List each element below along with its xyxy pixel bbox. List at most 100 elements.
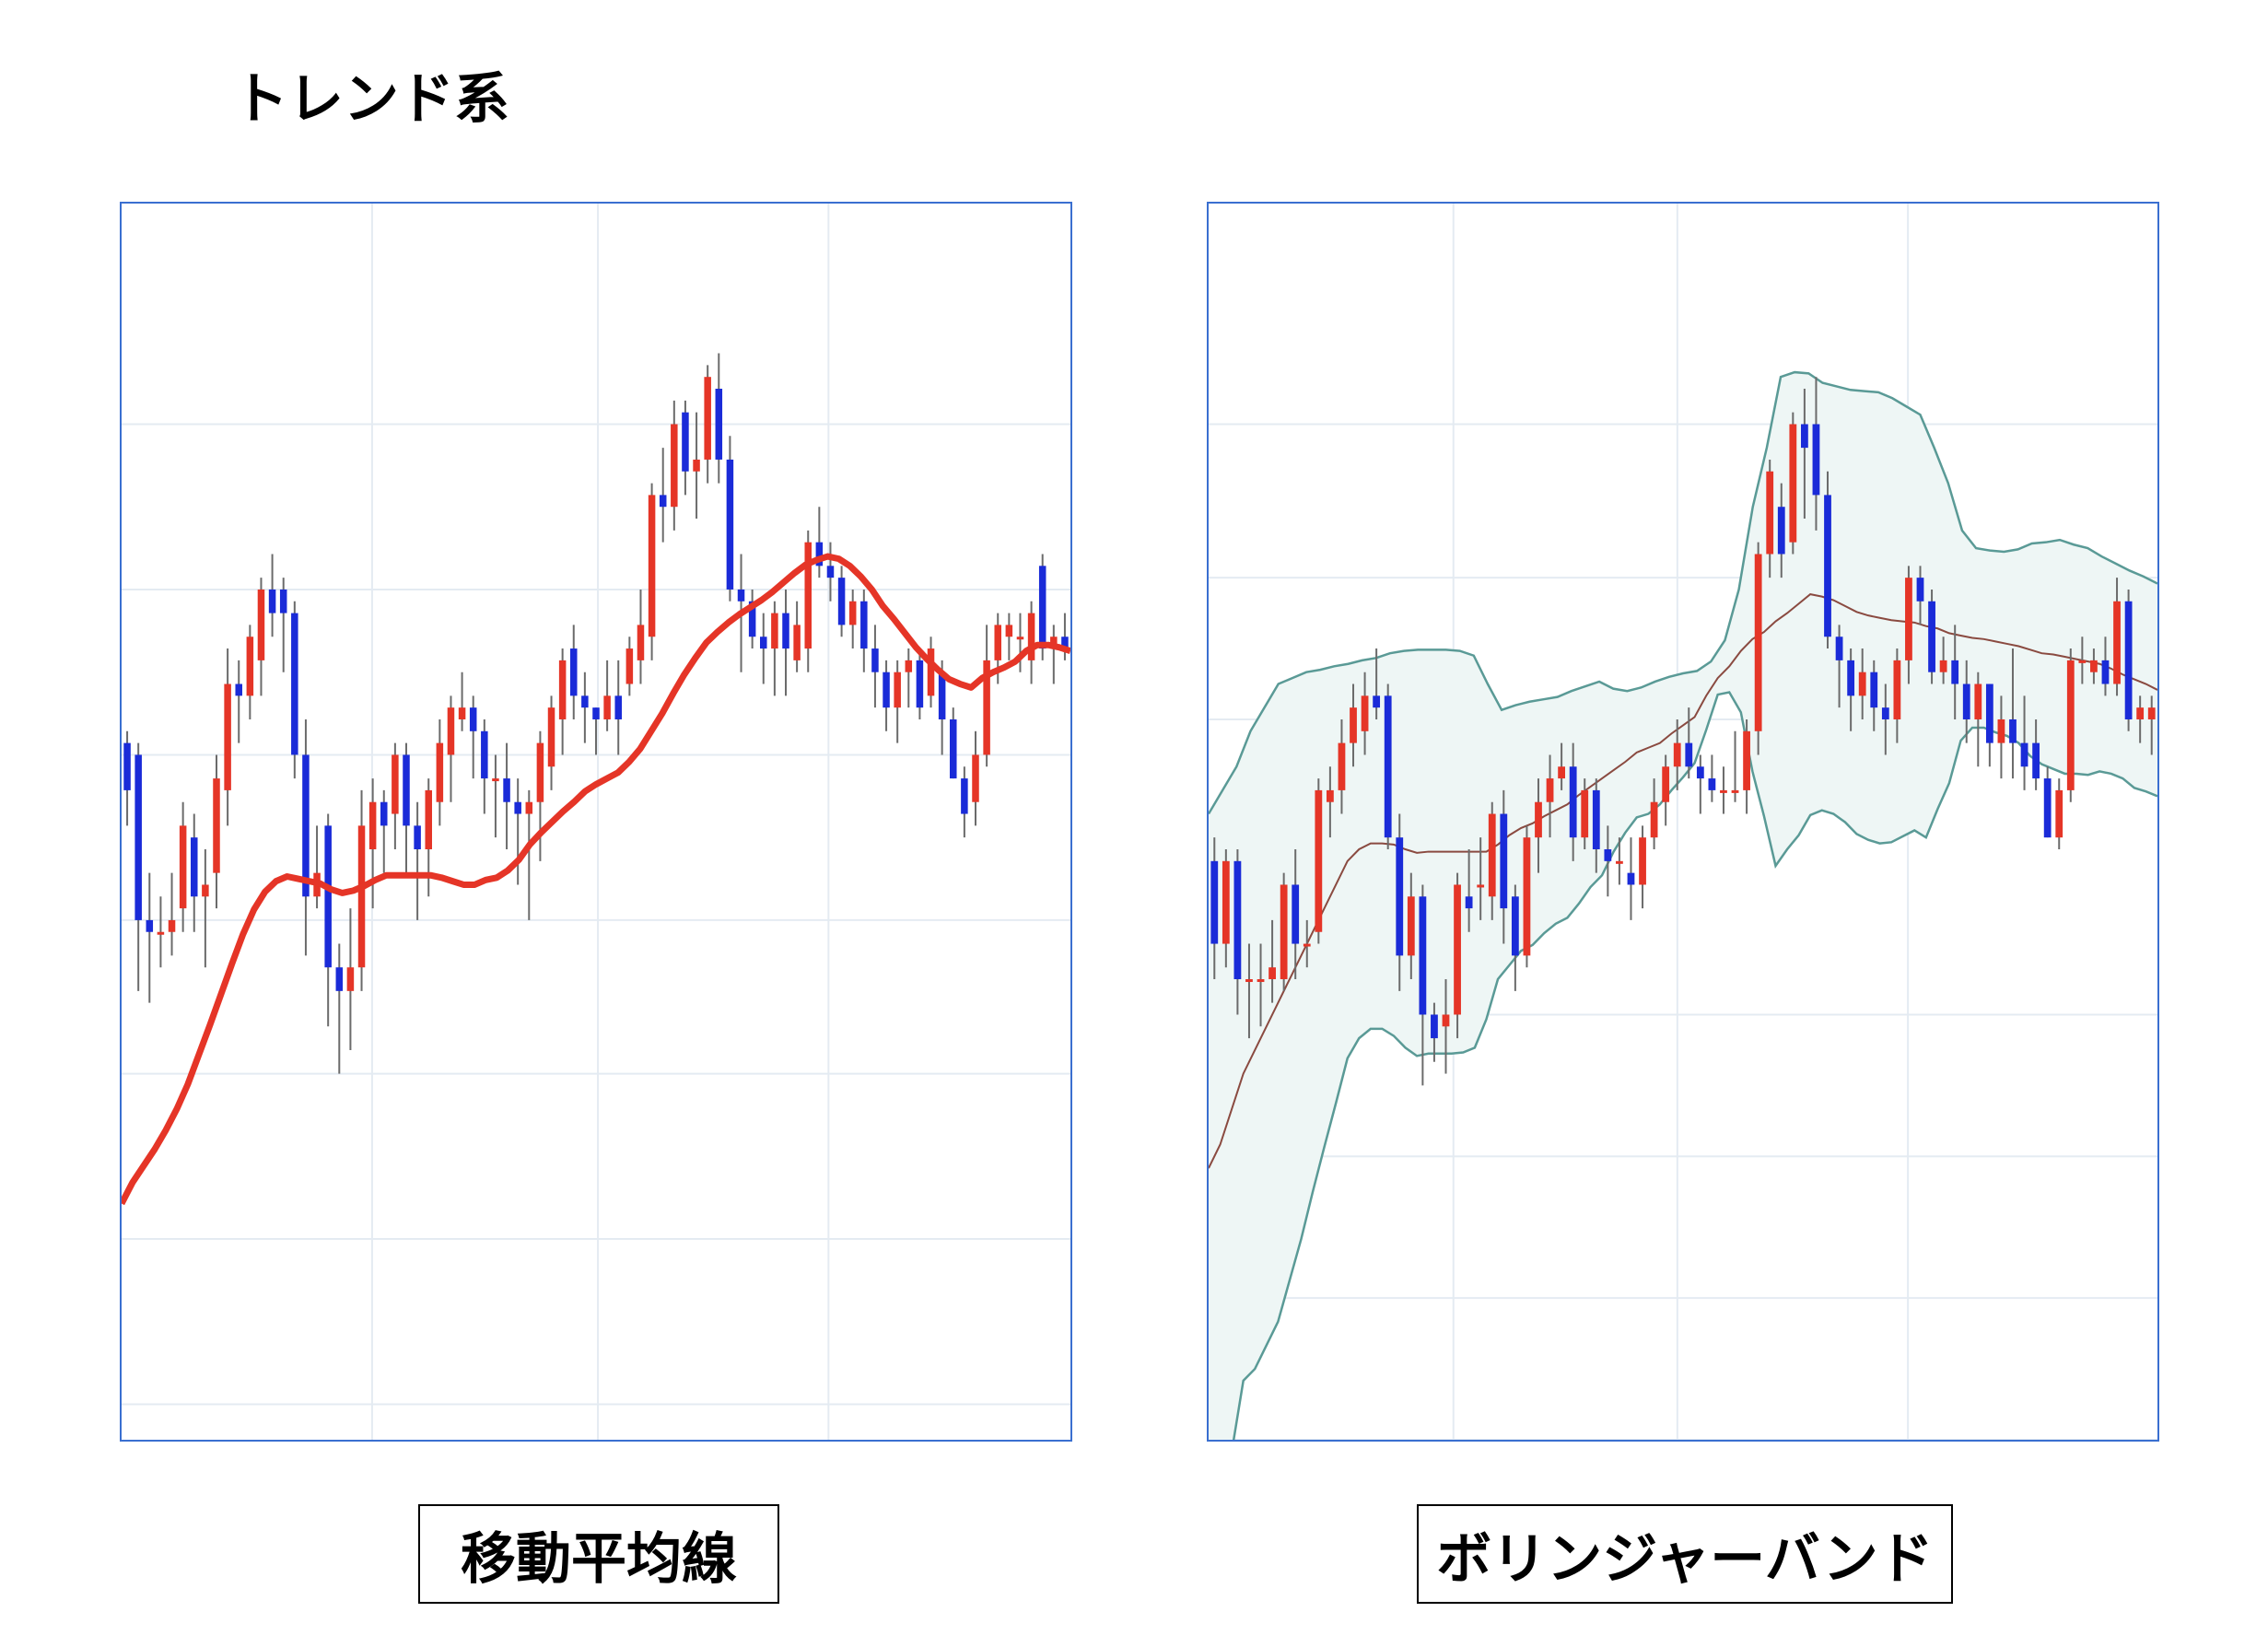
candle [625, 637, 634, 696]
candle [536, 730, 544, 861]
candle-body [224, 683, 231, 790]
candle-body [950, 718, 957, 779]
candle [1558, 742, 1566, 790]
candle [570, 625, 578, 719]
candle [1662, 754, 1670, 826]
candle [168, 872, 176, 956]
candle [1789, 412, 1797, 555]
candle [558, 648, 567, 755]
bollinger-upper-band-line [1209, 370, 2157, 815]
candle-body [1627, 872, 1635, 885]
candle-body [1639, 837, 1646, 885]
candle [2043, 766, 2052, 838]
candle-body [1511, 896, 1519, 956]
candle-body [414, 825, 421, 849]
candle [1766, 459, 1774, 578]
candle-body [1731, 789, 1739, 793]
candle-body [581, 695, 589, 708]
candle [392, 742, 399, 849]
candle-body [380, 801, 388, 826]
candle-body [1800, 424, 1808, 449]
candle-body [1870, 672, 1878, 708]
candle [1511, 884, 1519, 991]
candle-body [1673, 742, 1681, 767]
candle [837, 566, 846, 637]
candle-body [1233, 860, 1242, 980]
candle-body [503, 778, 510, 802]
candle-body [2090, 660, 2098, 672]
candle-body [1315, 789, 1323, 932]
candle [458, 672, 466, 731]
candle [1350, 683, 1357, 767]
candle-body [1696, 766, 1704, 779]
candle-body [1535, 801, 1542, 838]
candle-body [1985, 683, 1993, 743]
candle-body [1604, 849, 1612, 861]
candle-body [972, 754, 979, 802]
candle [368, 778, 377, 909]
candle [1569, 742, 1577, 861]
candle-body [1027, 613, 1035, 660]
candle-body [648, 495, 656, 637]
candle [771, 601, 778, 696]
candle [916, 648, 924, 719]
candle-body [625, 648, 634, 684]
candle [191, 813, 198, 932]
candle-body [1824, 495, 1831, 637]
candle-body [860, 601, 868, 649]
candle-body [1962, 683, 1970, 719]
candle-body [637, 625, 645, 660]
candle-body [1338, 742, 1346, 790]
candle [1292, 849, 1300, 980]
candle [1928, 589, 1935, 684]
candle [447, 695, 455, 802]
candle-body [1038, 566, 1046, 649]
candle-body [871, 648, 879, 672]
candle-body [1928, 601, 1935, 672]
candle-body [1396, 837, 1404, 956]
candle [1315, 778, 1323, 944]
candle [871, 625, 879, 708]
candle-body [1050, 637, 1058, 649]
candle [514, 778, 521, 885]
candle-body [1005, 625, 1013, 637]
candle-body [916, 660, 924, 708]
candle-body [1373, 695, 1381, 708]
candle-body [1350, 707, 1357, 743]
candle [961, 766, 968, 838]
bollinger-band-chart [1207, 202, 2159, 1442]
candle [2090, 648, 2098, 684]
candle [804, 530, 812, 672]
candle [134, 742, 142, 991]
candle [1951, 625, 1959, 719]
candle-body [1558, 766, 1566, 779]
candle [346, 908, 355, 1050]
candle [693, 412, 700, 520]
candle [1916, 566, 1924, 625]
candle [1027, 601, 1035, 684]
candle [1431, 1002, 1438, 1062]
candle [525, 789, 533, 920]
candles [1210, 377, 2156, 1086]
candle [1777, 483, 1785, 578]
candle [782, 589, 789, 696]
candle [704, 365, 711, 484]
candle [313, 825, 321, 909]
candle [1673, 718, 1681, 790]
moving-average-chart-svg [122, 204, 1070, 1440]
candle [469, 695, 477, 779]
candle-body [324, 825, 332, 968]
candle [1650, 778, 1658, 849]
candle [302, 718, 310, 956]
candle [793, 601, 801, 672]
candle [1005, 613, 1013, 660]
candle [224, 648, 231, 826]
candle [1870, 660, 1878, 731]
candle-body [1454, 884, 1461, 1015]
candle-body [179, 825, 187, 909]
candle [760, 613, 767, 684]
candle-body [1222, 860, 1230, 944]
candle-body [737, 589, 745, 602]
candle-body [760, 637, 767, 649]
candle-body [1419, 896, 1427, 1015]
